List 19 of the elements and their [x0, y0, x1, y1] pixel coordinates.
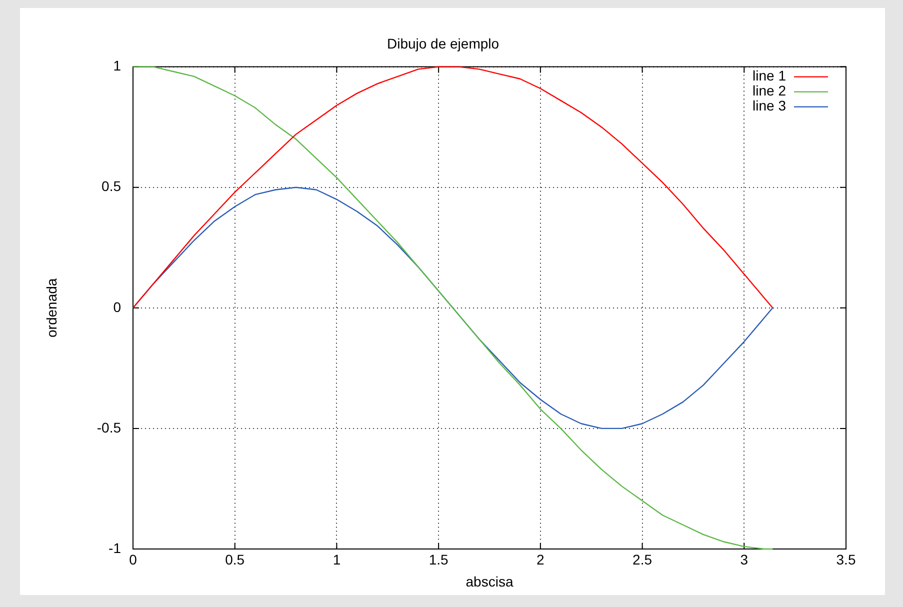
y-tick-label: 1 [113, 58, 122, 74]
x-tick-label: 3 [740, 551, 748, 568]
y-tick-label: -1 [108, 540, 122, 556]
legend-label: line 2 [752, 82, 786, 99]
legend-label: line 3 [752, 98, 786, 114]
x-tick-label: 0.5 [225, 551, 245, 568]
x-tick-label: 3.5 [836, 551, 856, 568]
chart-title: Dibujo de ejemplo [386, 35, 500, 52]
x-tick-label: 0 [129, 551, 138, 568]
y-tick-label: -0.5 [96, 419, 122, 436]
y-tick-label: 0 [113, 298, 122, 315]
y-tick-label: 0.5 [102, 178, 122, 194]
x-tick-label: 2.5 [632, 551, 652, 568]
legend-label: line 1 [752, 68, 786, 84]
x-axis-title: abscisa [466, 573, 514, 590]
x-tick-label: 2 [536, 551, 545, 568]
y-axis-title: ordenada [43, 278, 60, 338]
x-tick-label: 1.5 [428, 551, 449, 568]
x-tick-label: 1 [332, 551, 341, 568]
